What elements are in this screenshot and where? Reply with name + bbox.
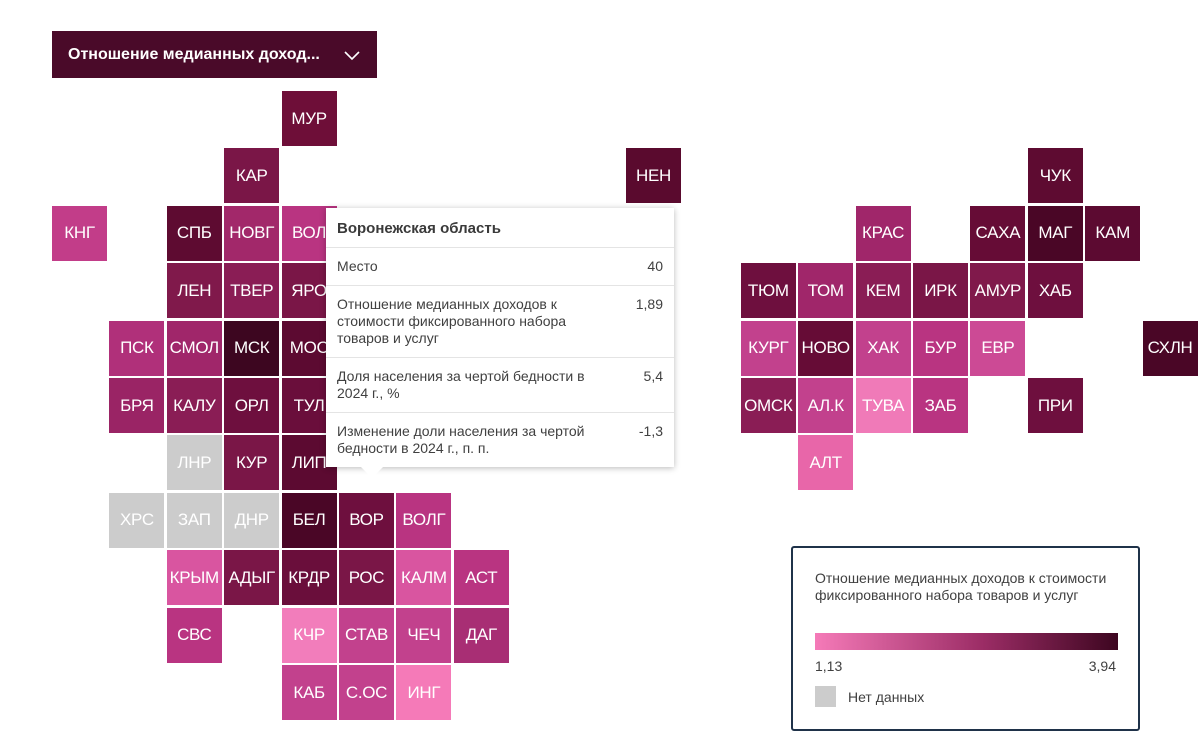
region-tile[interactable]: ЗАБ	[913, 378, 968, 433]
region-tile[interactable]: КРДР	[281, 550, 337, 606]
legend-min-value: 1,13	[815, 658, 843, 674]
legend-max-value: 3,94	[1088, 658, 1116, 674]
tooltip-row-label: Изменение доли населения за чертой бедно…	[337, 423, 585, 456]
region-tile[interactable]: ЧЕЧ	[396, 607, 452, 663]
region-tile[interactable]: СПБ	[166, 205, 222, 261]
region-tile[interactable]: ОМСК	[740, 378, 796, 433]
region-tile[interactable]: КАМ	[1085, 205, 1141, 261]
tooltip-row-label: Доля населения за чертой бедности в 2024…	[337, 368, 585, 401]
region-tile[interactable]: ХАБ	[1027, 263, 1083, 319]
region-tooltip: Воронежская область Место 40 Отношение м…	[326, 208, 674, 478]
region-tile[interactable]: КАЛУ	[166, 378, 222, 433]
region-tile[interactable]: СМОЛ	[166, 320, 222, 376]
region-tile[interactable]: АЛТ	[798, 435, 854, 491]
region-tile[interactable]: СХЛН	[1142, 320, 1198, 376]
tooltip-row-label: Отношение медианных доходов к стоимости …	[337, 296, 567, 346]
color-legend: Отношение медианных доходов к стоимости …	[791, 546, 1140, 731]
region-tile[interactable]: ОРЛ	[224, 378, 280, 433]
region-tile[interactable]: ЛНР	[166, 435, 222, 491]
legend-title: Отношение медианных доходов к стоимости …	[815, 570, 1107, 603]
region-tile[interactable]: КУР	[224, 435, 280, 491]
tooltip-row-value: -1,3	[638, 423, 663, 439]
legend-gradient-bar	[815, 633, 1118, 650]
region-tile[interactable]: КЧР	[281, 607, 337, 663]
region-tile[interactable]: КАЛМ	[396, 550, 452, 606]
region-tile[interactable]: ЛИП	[281, 435, 337, 491]
chevron-down-icon	[344, 50, 360, 60]
region-tile[interactable]: ИРК	[913, 263, 968, 319]
region-tile[interactable]: ПРИ	[1027, 378, 1083, 433]
region-tile[interactable]: ВОР	[339, 492, 394, 548]
region-tile[interactable]: ЛЕН	[166, 263, 222, 319]
tooltip-row: Изменение доли населения за чертой бедно…	[326, 412, 674, 467]
region-tile[interactable]: ТВЕР	[224, 263, 280, 319]
region-tile[interactable]: НОВГ	[224, 205, 280, 261]
region-tile[interactable]: НОВО	[798, 320, 854, 376]
indicator-dropdown[interactable]: Отношение медианных доход...	[52, 31, 377, 78]
region-tile[interactable]: МУР	[281, 91, 337, 146]
tooltip-row: Место 40	[326, 247, 674, 285]
tooltip-row-label: Место	[337, 258, 378, 274]
tooltip-pointer	[360, 466, 384, 478]
region-tile[interactable]: СВС	[166, 607, 222, 663]
region-tile[interactable]: ПСК	[109, 320, 165, 376]
region-tile[interactable]: БЕЛ	[281, 492, 337, 548]
tooltip-row: Доля населения за чертой бедности в 2024…	[326, 357, 674, 412]
region-tile[interactable]: КНГ	[52, 205, 107, 261]
region-tile[interactable]: КУРГ	[740, 320, 796, 376]
region-tile[interactable]: МАГ	[1027, 205, 1083, 261]
region-tile[interactable]: БУР	[913, 320, 968, 376]
region-tile[interactable]: ВОЛГ	[396, 492, 452, 548]
region-tile[interactable]: ИНГ	[396, 665, 452, 720]
region-tile[interactable]: ДАГ	[453, 607, 509, 663]
indicator-dropdown-label: Отношение медианных доход...	[68, 45, 320, 63]
tooltip-row-value: 5,4	[643, 368, 663, 384]
region-tile[interactable]: БРЯ	[109, 378, 165, 433]
tooltip-row: Отношение медианных доходов к стоимости …	[326, 285, 674, 357]
region-tile[interactable]: САХА	[970, 205, 1026, 261]
region-tile[interactable]: ЕВР	[970, 320, 1026, 376]
region-tile[interactable]: НЕН	[626, 148, 681, 204]
region-tile[interactable]: ТЮМ	[740, 263, 796, 319]
region-tile[interactable]: КАБ	[281, 665, 337, 720]
region-tile[interactable]: КРЫМ	[166, 550, 222, 606]
region-tile[interactable]: АДЫГ	[224, 550, 280, 606]
region-tile[interactable]: ТОМ	[798, 263, 854, 319]
region-tile[interactable]: ХАК	[855, 320, 911, 376]
region-tile[interactable]: ЗАП	[166, 492, 222, 548]
region-tile[interactable]: МСК	[224, 320, 280, 376]
region-tile[interactable]: КРАС	[855, 205, 911, 261]
region-tile[interactable]: ТУВА	[855, 378, 911, 433]
region-tile[interactable]: С.ОС	[339, 665, 394, 720]
tooltip-title: Воронежская область	[337, 220, 501, 237]
region-tile[interactable]: КАР	[224, 148, 280, 204]
region-tile[interactable]: СТАВ	[339, 607, 394, 663]
region-tile[interactable]: ЧУК	[1027, 148, 1083, 204]
tooltip-row-value: 1,89	[635, 296, 663, 312]
region-tile[interactable]: РОС	[339, 550, 394, 606]
region-tile[interactable]: КЕМ	[855, 263, 911, 319]
legend-no-data-label: Нет данных	[848, 689, 925, 705]
region-tile[interactable]: АМУР	[970, 263, 1026, 319]
region-tile[interactable]: ДНР	[224, 492, 280, 548]
tooltip-row-value: 40	[647, 258, 663, 274]
region-tile[interactable]: ХРС	[109, 492, 165, 548]
legend-no-data-swatch	[815, 686, 836, 707]
region-tile[interactable]: АЛ.К	[798, 378, 854, 433]
region-tile[interactable]: АСТ	[453, 550, 509, 606]
